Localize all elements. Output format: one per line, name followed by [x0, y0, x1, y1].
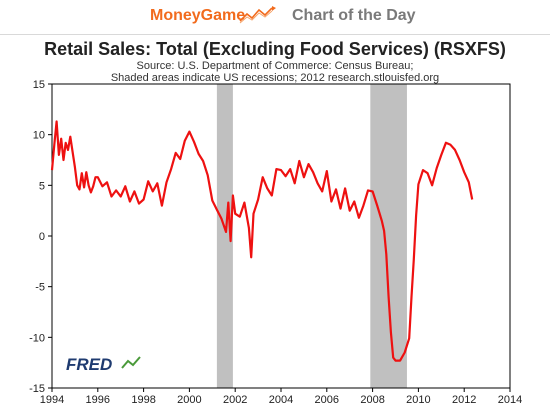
plot-frame — [51, 83, 511, 389]
y-tick-label: -10 — [29, 332, 45, 344]
retail-sales-series-line — [50, 120, 474, 362]
y-tick-label: 15 — [33, 79, 45, 91]
x-tick-label: 2000 — [177, 394, 201, 406]
x-tick-label: 2006 — [315, 394, 339, 406]
y-tick-label: 10 — [33, 130, 45, 142]
x-tick-label: 2014 — [498, 394, 522, 406]
x-tick-label: 2012 — [452, 394, 476, 406]
x-tick-label: 1996 — [86, 394, 110, 406]
chart-subtitle-line-1: Source: U.S. Department of Commerce: Cen… — [136, 60, 414, 72]
brand-name[interactable]: MoneyGame — [150, 7, 246, 24]
section-title: Chart of the Day — [292, 7, 416, 24]
chart-title: Retail Sales: Total (Excluding Food Serv… — [44, 39, 506, 59]
trending-chart-icon — [239, 6, 276, 24]
x-tick-label: 1994 — [40, 394, 64, 406]
recession-band-1 — [216, 84, 233, 388]
x-tick-label: 2008 — [360, 394, 384, 406]
fred-logo: FRED — [66, 355, 112, 374]
x-tick-label: 1998 — [131, 394, 155, 406]
chart-subtitle-line-2: Shaded areas indicate US recessions; 201… — [110, 72, 440, 84]
recession-band-2 — [370, 84, 407, 388]
y-tick-label: -15 — [29, 383, 45, 395]
x-tick-label: 2002 — [223, 394, 247, 406]
y-tick-label: -5 — [35, 282, 45, 294]
y-tick-label: 0 — [39, 231, 45, 243]
fred-logo-chart-icon — [121, 356, 141, 369]
header-bar: MoneyGame Chart of the Day — [0, 0, 550, 35]
x-tick-label: 2010 — [406, 394, 430, 406]
x-tick-label: 2004 — [269, 394, 293, 406]
y-tick-label: 5 — [39, 180, 45, 192]
